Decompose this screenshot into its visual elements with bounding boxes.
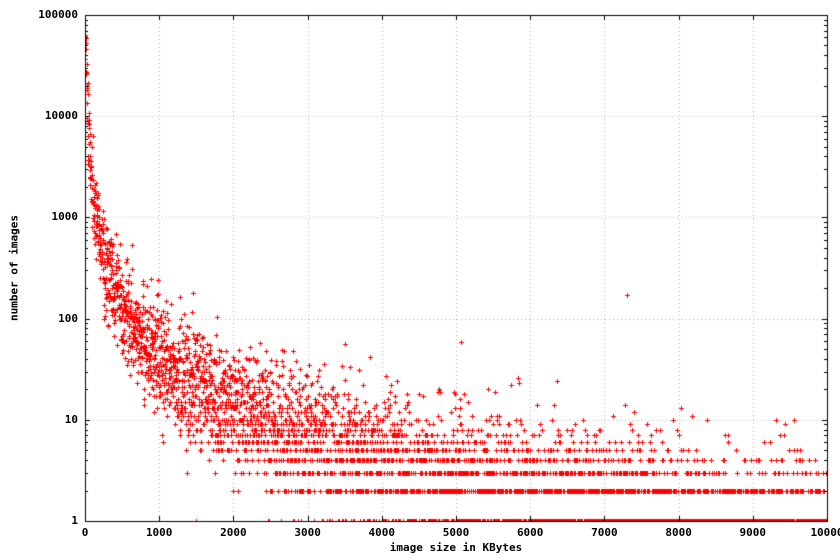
- x-tick-label: 3000: [294, 526, 321, 539]
- y-tick-label: 1: [71, 514, 78, 527]
- y-tick-label: 100000: [38, 8, 78, 21]
- x-tick-label: 7000: [591, 526, 618, 539]
- x-tick-label: 10000: [810, 526, 840, 539]
- x-tick-label: 8000: [665, 526, 692, 539]
- x-tick-label: 6000: [516, 526, 544, 539]
- x-tick-label: 4000: [368, 526, 396, 539]
- y-tick-label: 10000: [44, 109, 78, 123]
- y-tick-label: 100: [58, 311, 78, 325]
- y-axis-title: number of images: [7, 215, 21, 321]
- x-tick-label: 0: [81, 526, 89, 539]
- y-tick-label: 1000: [51, 210, 79, 224]
- x-tick-label: 9000: [739, 526, 767, 539]
- y-tick-label: 10: [64, 412, 78, 426]
- x-tick-label: 5000: [442, 526, 470, 539]
- x-axis-title: image size in KBytes: [389, 541, 523, 554]
- x-tick-label: 2000: [220, 526, 247, 539]
- x-tick-label: 1000: [145, 526, 173, 539]
